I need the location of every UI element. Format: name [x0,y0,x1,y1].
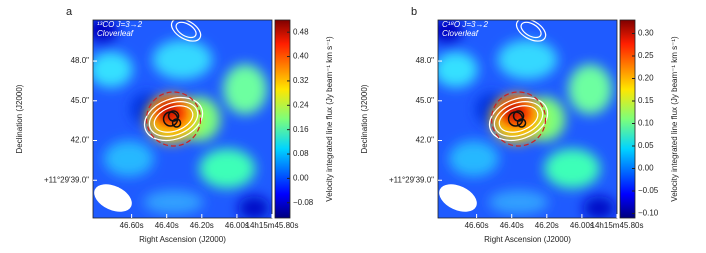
annotation: C¹⁸O J=3→2 [442,20,488,29]
x-tick-label: 46.20s [535,221,559,230]
map-blob [544,148,601,189]
panel-label: b [411,6,417,18]
colorbar-label: Velocity integrated line flux (Jy beam⁻¹… [670,36,679,202]
colorbar [619,19,636,219]
y-axis-label: Declination (J2000) [15,84,24,153]
contour-white [170,20,202,42]
x-axis-label: Right Ascension (J2000) [139,235,226,244]
x-tick-label: 46.00s [225,221,249,230]
y-tick-label: 42.0" [416,136,435,145]
map-blob [223,64,268,115]
frame [437,19,618,219]
contour-white [493,101,544,137]
map-image [93,20,272,218]
contour-white [175,21,197,39]
map-blob [93,51,133,88]
contour-white [520,21,542,39]
y-tick-label: 45.0" [416,96,435,105]
y-tick-label: 42.0" [71,136,90,145]
annotation: Cloverleaf [97,29,134,38]
contour-white [148,101,199,137]
frame [92,19,273,219]
map-blob [152,39,213,80]
colorbar-tick-label: 0.25 [638,51,654,60]
map-blob [143,190,204,215]
map-blob [438,51,478,88]
y-tick-label: 48.0" [71,56,90,65]
map-blob [199,148,256,189]
colorbar-tick-label: 0.40 [293,52,309,61]
y-tick-label: 45.0" [71,96,90,105]
map-blob [448,140,499,177]
contour-white [488,96,549,142]
annotation: ¹³CO J=3→2 [97,20,143,29]
map-blob [103,140,154,177]
y-tick-label: +11°29'39.0" [44,175,89,184]
map-blob [583,196,616,218]
colorbar-label: Velocity integrated line flux (Jy beam⁻¹… [325,36,334,202]
beam [94,184,132,212]
y-tick-label: 48.0" [416,56,435,65]
x-tick-label: 46.00s [570,221,594,230]
colorbar-tick-label: 0.16 [293,125,309,134]
colorbar-tick-label: 0.20 [638,74,654,83]
beam [439,184,477,212]
x-tick-label: 46.40s [155,221,179,230]
map-blob [568,64,613,115]
colorbar-tick-label: 0.08 [293,149,309,158]
x-tick-label: 46.60s [465,221,489,230]
x-axis-label: Right Ascension (J2000) [484,235,571,244]
colorbar [274,19,291,219]
map-blob [93,20,118,42]
colorbar-tick-label: −0.05 [638,186,659,195]
map-blob [488,190,549,215]
map-blob [238,196,271,218]
map-image [438,20,617,218]
map-blob [438,20,463,42]
colorbar-tick-label: 0.30 [638,29,654,38]
colorbar-tick-label: 0.05 [638,141,654,150]
colorbar-tick-label: 0.32 [293,76,309,85]
x-tick-label: 46.40s [500,221,524,230]
contour-white [153,105,194,133]
x-tick-label: 46.60s [120,221,144,230]
colorbar-tick-label: 0.48 [293,27,309,36]
x-tick-label: 14h15m45.80s [246,221,299,230]
colorbar-tick-label: −0.10 [638,209,659,218]
dashed-circle [145,91,202,147]
contour-black [171,118,182,128]
contour-black [516,118,527,128]
panel-label: a [66,6,73,18]
x-tick-label: 14h15m45.80s [591,221,644,230]
colorbar-tick-label: 0.10 [638,119,654,128]
contour-white [498,105,539,133]
annotation: Cloverleaf [442,29,479,38]
contour-white [515,20,547,42]
x-tick-label: 46.20s [190,221,214,230]
colorbar-tick-label: −0.08 [293,198,314,207]
colorbar-tick-label: 0.00 [293,174,309,183]
contour-white [143,96,204,142]
map-blob [497,39,558,80]
colorbar-tick-label: 0.00 [638,164,654,173]
colorbar-tick-label: 0.15 [638,96,654,105]
colorbar-tick-label: 0.24 [293,100,309,109]
y-axis-label: Declination (J2000) [360,84,369,153]
y-tick-label: +11°29'39.0" [389,175,434,184]
dashed-circle [490,91,547,147]
